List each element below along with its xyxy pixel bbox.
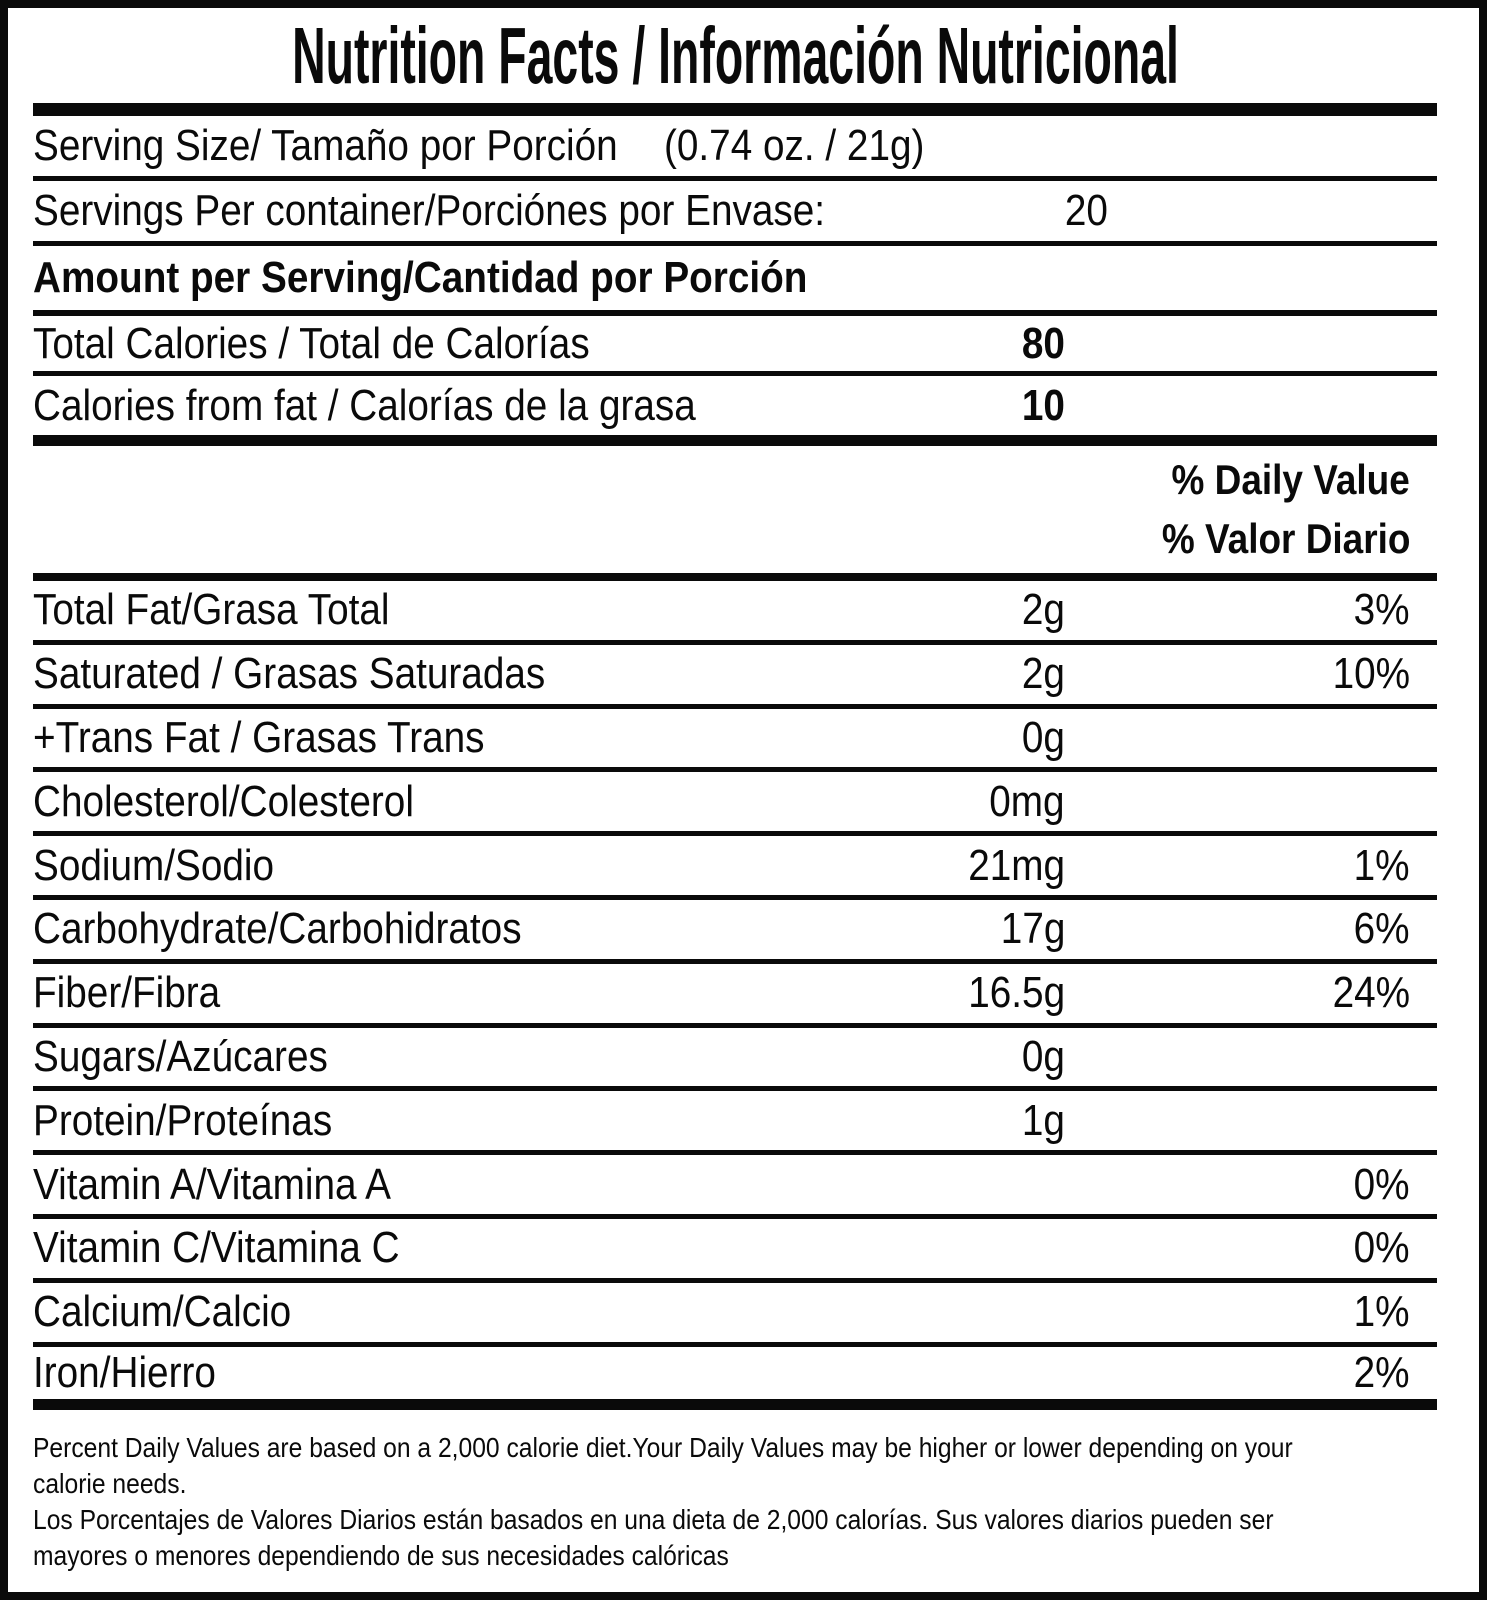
- total-calories-value: 80: [1021, 318, 1065, 368]
- servings-per-container-row: Servings Per container/Porciónes por Env…: [33, 181, 1437, 246]
- nutrient-row-sodium: Sodium/Sodio 21mg 1%: [33, 836, 1437, 900]
- nutrient-amount: 0mg: [989, 776, 1065, 826]
- nutrient-amount: 17g: [1000, 904, 1065, 954]
- nutrient-dv: 1%: [1354, 1287, 1410, 1337]
- nutrient-label: Calcium/Calcio: [33, 1287, 292, 1337]
- nutrient-row-sugars: Sugars/Azúcares 0g: [33, 1028, 1437, 1092]
- nutrient-label: Sodium/Sodio: [33, 840, 275, 890]
- serving-size-value: (0.74 oz. / 21g): [664, 121, 925, 170]
- nutrient-label: +Trans Fat / Grasas Trans: [33, 712, 485, 762]
- nutrient-amount: 21mg: [968, 840, 1065, 890]
- nutrient-row-vitamin-c: Vitamin C/Vitamina C 0%: [33, 1219, 1437, 1283]
- label-header: Nutrition Facts / Información Nutriciona…: [33, 8, 1437, 103]
- serving-size-row: Serving Size/ Tamaño por Porción (0.74 o…: [33, 116, 1437, 181]
- calories-from-fat-row: Calories from fat / Calorías de la grasa…: [33, 376, 1437, 446]
- daily-value-header-en: % Daily Value: [1171, 456, 1410, 504]
- nutrient-row-cholesterol: Cholesterol/Colesterol 0mg: [33, 772, 1437, 837]
- nutrient-amount: 2g: [1021, 649, 1065, 699]
- total-calories-label: Total Calories / Total de Calorías: [33, 318, 590, 368]
- nutrient-label: Cholesterol/Colesterol: [33, 776, 414, 826]
- servings-per-container-label: Servings Per container/Porciónes por Env…: [33, 186, 826, 235]
- nutrient-label: Fiber/Fibra: [33, 968, 221, 1018]
- title-divider-bar: [33, 103, 1437, 116]
- total-calories-row: Total Calories / Total de Calorías 80: [33, 316, 1437, 376]
- nutrient-row-protein: Protein/Proteínas 1g: [33, 1091, 1437, 1156]
- daily-value-header-es: % Valor Diario: [1161, 514, 1410, 562]
- daily-value-header: % Daily Value % Valor Diario: [33, 446, 1437, 581]
- footnote-line-en-2: calorie needs.: [33, 1468, 187, 1500]
- nutrient-row-saturated-fat: Saturated / Grasas Saturadas 2g 10%: [33, 645, 1437, 709]
- label-title: Nutrition Facts / Información Nutriciona…: [291, 10, 1179, 100]
- nutrient-label: Protein/Proteínas: [33, 1095, 333, 1145]
- nutrient-row-iron: Iron/Hierro 2%: [33, 1347, 1437, 1411]
- footnote-line-es-1: Los Porcentajes de Valores Diarios están…: [33, 1504, 1274, 1536]
- nutrient-label: Carbohydrate/Carbohidratos: [33, 904, 522, 954]
- nutrient-dv: 0%: [1354, 1223, 1410, 1273]
- nutrient-row-calcium: Calcium/Calcio 1%: [33, 1283, 1437, 1347]
- calories-from-fat-value: 10: [1021, 380, 1065, 430]
- nutrient-dv: 1%: [1354, 840, 1410, 890]
- amount-per-serving-heading-row: Amount per Serving/Cantidad por Porción: [33, 246, 1437, 316]
- nutrient-row-fiber: Fiber/Fibra 16.5g 24%: [33, 964, 1437, 1028]
- nutrient-label: Vitamin C/Vitamina C: [33, 1223, 400, 1273]
- nutrient-label: Vitamin A/Vitamina A: [33, 1159, 392, 1209]
- nutrient-dv: 6%: [1354, 904, 1410, 954]
- nutrient-dv: 0%: [1354, 1159, 1410, 1209]
- nutrient-amount: 0g: [1021, 1031, 1065, 1081]
- servings-per-container-value: 20: [1064, 186, 1109, 235]
- amount-per-serving-heading: Amount per Serving/Cantidad por Porción: [33, 253, 808, 302]
- nutrient-row-trans-fat: +Trans Fat / Grasas Trans 0g: [33, 709, 1437, 773]
- nutrient-row-carbohydrate: Carbohydrate/Carbohidratos 17g 6%: [33, 900, 1437, 964]
- footnote-line-es-2: mayores o menores dependiendo de sus nec…: [33, 1540, 729, 1572]
- nutrient-amount: 2g: [1021, 585, 1065, 635]
- nutrient-label: Total Fat/Grasa Total: [33, 585, 390, 635]
- nutrient-row-total-fat: Total Fat/Grasa Total 2g 3%: [33, 581, 1437, 645]
- nutrient-dv: 24%: [1332, 968, 1410, 1018]
- nutrient-label: Saturated / Grasas Saturadas: [33, 649, 546, 699]
- nutrient-dv: 3%: [1354, 585, 1410, 635]
- nutrient-label: Sugars/Azúcares: [33, 1031, 328, 1081]
- daily-value-footnote: Percent Daily Values are based on a 2,00…: [33, 1410, 1437, 1574]
- nutrient-row-vitamin-a: Vitamin A/Vitamina A 0%: [33, 1155, 1437, 1219]
- nutrient-dv: 10%: [1332, 649, 1410, 699]
- footnote-line-en-1: Percent Daily Values are based on a 2,00…: [33, 1432, 1293, 1464]
- calories-from-fat-label: Calories from fat / Calorías de la grasa: [33, 380, 696, 430]
- nutrient-dv: 2%: [1354, 1347, 1410, 1397]
- nutrient-amount: 1g: [1021, 1095, 1065, 1145]
- serving-size-label: Serving Size/ Tamaño por Porción: [33, 121, 618, 170]
- nutrient-label: Iron/Hierro: [33, 1347, 216, 1397]
- nutrient-amount: 0g: [1021, 712, 1065, 762]
- nutrient-amount: 16.5g: [968, 968, 1065, 1018]
